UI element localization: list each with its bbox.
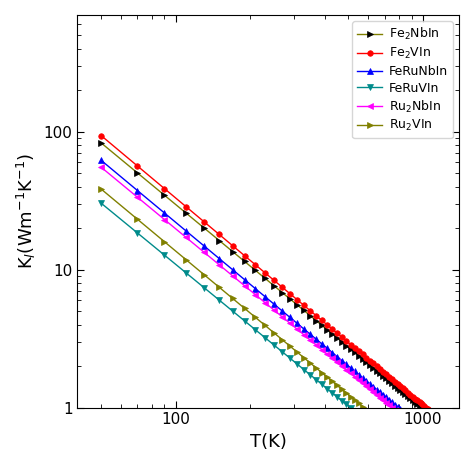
Line: FeRuNbIn: FeRuNbIn <box>99 158 453 453</box>
FeRuNbIn <box>410 417 416 422</box>
Fe$_2$VIn <box>329 326 335 332</box>
Line: Fe$_2$VIn: Fe$_2$VIn <box>99 133 453 431</box>
Line: Ru$_2$VIn: Ru$_2$VIn <box>99 186 453 466</box>
Ru$_2$VIn <box>99 186 104 192</box>
FeRuNbIn <box>329 350 335 356</box>
Fe$_2$VIn <box>410 394 416 399</box>
FeRuNbIn <box>371 384 376 390</box>
Y-axis label: K$_{l}$(Wm$^{-1}$K$^{-1}$): K$_{l}$(Wm$^{-1}$K$^{-1}$) <box>15 153 38 269</box>
Line: FeRuVIn: FeRuVIn <box>99 200 453 466</box>
Ru$_2$NbIn <box>99 164 104 170</box>
Ru$_2$NbIn <box>377 395 383 400</box>
FeRuVIn <box>319 382 325 387</box>
Ru$_2$NbIn <box>447 453 453 459</box>
Ru$_2$NbIn <box>329 356 335 361</box>
FeRuVIn <box>99 200 104 206</box>
Ru$_2$VIn <box>371 413 376 418</box>
Fe$_2$NbIn <box>447 429 453 434</box>
Fe$_2$NbIn <box>319 322 325 328</box>
Fe$_2$NbIn <box>99 140 104 146</box>
Fe$_2$VIn <box>319 318 325 323</box>
Legend: Fe$_2$NbIn, Fe$_2$VIn, FeRuNbIn, FeRuVIn, Ru$_2$NbIn, Ru$_2$VIn: Fe$_2$NbIn, Fe$_2$VIn, FeRuNbIn, FeRuVIn… <box>352 21 453 138</box>
FeRuVIn <box>329 390 335 396</box>
FeRuVIn <box>410 456 416 462</box>
FeRuNbIn <box>447 448 453 453</box>
Fe$_2$VIn <box>377 366 383 372</box>
Ru$_2$VIn <box>319 370 325 376</box>
Ru$_2$NbIn <box>371 389 376 395</box>
Ru$_2$VIn <box>329 378 335 384</box>
Fe$_2$NbIn <box>371 365 376 370</box>
Ru$_2$VIn <box>410 445 416 451</box>
FeRuNbIn <box>319 341 325 347</box>
FeRuVIn <box>377 429 383 435</box>
Ru$_2$NbIn <box>410 422 416 427</box>
Fe$_2$VIn <box>99 133 104 138</box>
Ru$_2$VIn <box>377 418 383 424</box>
Line: Fe$_2$NbIn: Fe$_2$NbIn <box>99 140 453 434</box>
FeRuNbIn <box>99 158 104 163</box>
Fe$_2$VIn <box>371 361 376 366</box>
Fe$_2$VIn <box>446 424 451 429</box>
FeRuVIn <box>371 424 376 429</box>
Ru$_2$NbIn <box>319 347 325 352</box>
Ru$_2$NbIn <box>446 452 451 457</box>
Fe$_2$NbIn <box>446 427 451 433</box>
FeRuNbIn <box>446 446 451 452</box>
Fe$_2$NbIn <box>377 370 383 376</box>
FeRuNbIn <box>377 390 383 395</box>
Line: Ru$_2$NbIn: Ru$_2$NbIn <box>99 164 453 459</box>
Fe$_2$VIn <box>447 425 453 431</box>
X-axis label: T(K): T(K) <box>250 433 287 451</box>
Fe$_2$NbIn <box>329 331 335 337</box>
Fe$_2$NbIn <box>410 397 416 403</box>
